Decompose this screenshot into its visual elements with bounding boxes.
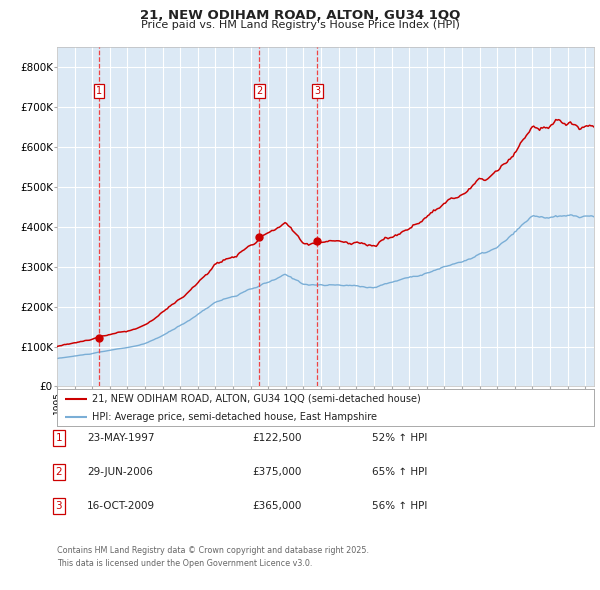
Text: Price paid vs. HM Land Registry's House Price Index (HPI): Price paid vs. HM Land Registry's House …	[140, 20, 460, 30]
Text: 3: 3	[314, 86, 320, 96]
Text: 1: 1	[55, 433, 62, 442]
Text: Contains HM Land Registry data © Crown copyright and database right 2025.
This d: Contains HM Land Registry data © Crown c…	[57, 546, 369, 568]
Text: HPI: Average price, semi-detached house, East Hampshire: HPI: Average price, semi-detached house,…	[92, 412, 377, 422]
Text: 2: 2	[55, 467, 62, 477]
Text: 21, NEW ODIHAM ROAD, ALTON, GU34 1QQ: 21, NEW ODIHAM ROAD, ALTON, GU34 1QQ	[140, 9, 460, 22]
Text: 2: 2	[256, 86, 262, 96]
Text: £122,500: £122,500	[252, 433, 302, 442]
Text: 56% ↑ HPI: 56% ↑ HPI	[372, 502, 427, 511]
Text: £365,000: £365,000	[252, 502, 301, 511]
Text: 16-OCT-2009: 16-OCT-2009	[87, 502, 155, 511]
Text: £375,000: £375,000	[252, 467, 301, 477]
Text: 1: 1	[96, 86, 102, 96]
Text: 3: 3	[55, 502, 62, 511]
Text: 29-JUN-2006: 29-JUN-2006	[87, 467, 153, 477]
Text: 52% ↑ HPI: 52% ↑ HPI	[372, 433, 427, 442]
Text: 23-MAY-1997: 23-MAY-1997	[87, 433, 155, 442]
Text: 65% ↑ HPI: 65% ↑ HPI	[372, 467, 427, 477]
Text: 21, NEW ODIHAM ROAD, ALTON, GU34 1QQ (semi-detached house): 21, NEW ODIHAM ROAD, ALTON, GU34 1QQ (se…	[92, 394, 421, 404]
